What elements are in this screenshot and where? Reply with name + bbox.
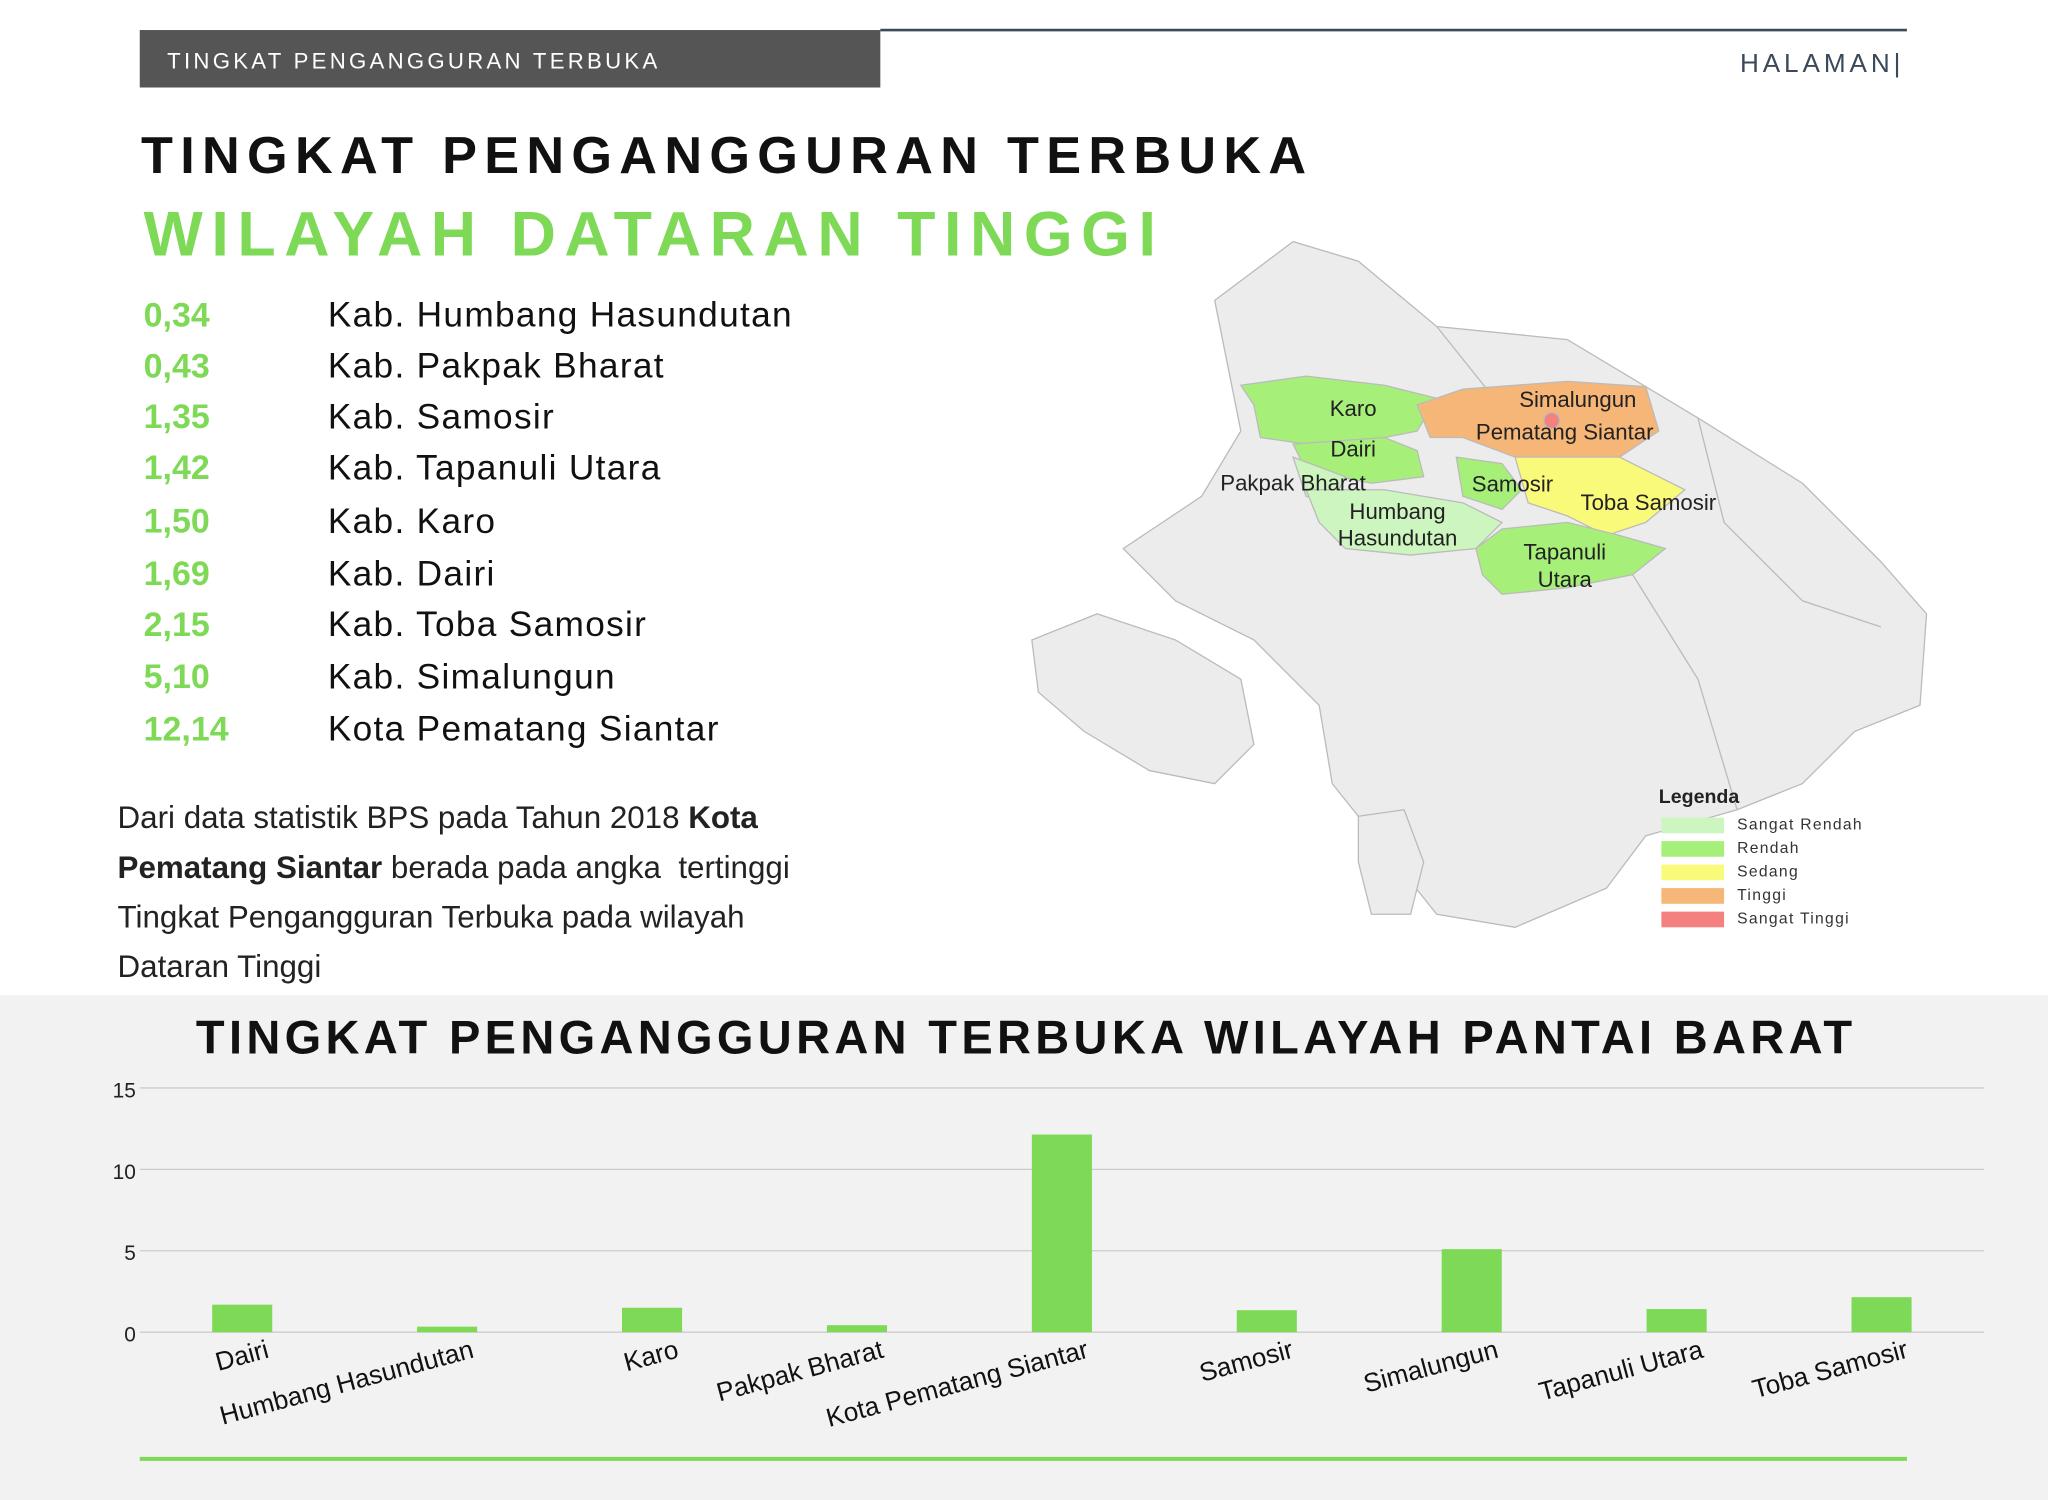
header-section: TINGKAT PENGANGGURAN TERBUKA (167, 49, 660, 74)
legend-swatch (1661, 841, 1725, 857)
list-name: Kab. Dairi (328, 554, 496, 593)
list-name: Kab. Pakpak Bharat (328, 347, 665, 386)
list-value: 1,69 (144, 555, 210, 593)
list-value: 5,10 (144, 658, 210, 696)
list-value: 1,35 (144, 398, 210, 436)
text-bold: Kota (688, 800, 758, 835)
map-label: Utara (1538, 567, 1593, 592)
map-region (1455, 456, 1523, 511)
map-label: Tapanuli (1523, 540, 1606, 565)
text: berada pada angka tertinggi (382, 850, 790, 885)
paragraph-line: Dataran Tinggi (118, 949, 322, 984)
map-label: Humbang (1349, 499, 1445, 524)
paragraph-line: Dari data statistik BPS pada Tahun 2018 … (118, 800, 759, 835)
map-labels: Karo Simalungun Pematang Siantar Dairi P… (1220, 387, 1716, 592)
header-page: HALAMAN| (1740, 48, 1904, 78)
y-tick-label: 0 (124, 1324, 136, 1347)
list-value: 12,14 (144, 710, 229, 748)
map-label: Hasundutan (1338, 525, 1458, 550)
list-value: 0,43 (144, 347, 210, 385)
map-label: Simalungun (1519, 387, 1636, 412)
list-name: Kab. Humbang Hasundutan (328, 296, 793, 335)
paragraph-line: Pematang Siantar berada pada angka terti… (118, 850, 790, 885)
list-value: 0,34 (144, 296, 210, 334)
list-value: 1,42 (144, 449, 210, 487)
legend-title: Legenda (1659, 786, 1741, 808)
list-name: Kab. Toba Samosir (328, 605, 647, 644)
list-name: Kota Pematang Siantar (328, 710, 720, 749)
map-label: Toba Samosir (1580, 490, 1716, 515)
list-name: Kab. Tapanuli Utara (328, 448, 662, 487)
map-label: Pematang Siantar (1476, 419, 1654, 444)
chart-title: TINGKAT PENGANGGURAN TERBUKA WILAYAH PAN… (196, 1010, 1852, 1063)
bar (417, 1326, 478, 1333)
map-label: Dairi (1330, 436, 1376, 461)
paragraph-line: Tingkat Pengangguran Terbuka pada wilaya… (118, 900, 745, 935)
map-region (1239, 375, 1438, 445)
text-bold: Pematang Siantar (118, 850, 383, 885)
title-line1: TINGKAT PENGANGGURAN TERBUKA (141, 127, 1306, 185)
legend-swatch (1661, 817, 1725, 834)
map-border (1632, 574, 1738, 810)
map-region (1543, 412, 1561, 430)
text: Tingkat Pengangguran Terbuka pada wilaya… (118, 900, 745, 935)
y-tick-label: 15 (113, 1079, 136, 1102)
list-value: 2,15 (144, 606, 210, 644)
legend-swatch (1661, 864, 1725, 881)
map-label: Pakpak Bharat (1220, 470, 1366, 495)
text: Dari data statistik BPS pada Tahun 2018 (118, 800, 689, 835)
map-border (1436, 326, 1490, 393)
bar (1441, 1249, 1502, 1333)
bar (622, 1307, 683, 1333)
list-name: Kab. Simalungun (328, 657, 616, 696)
legend-label: Sangat Rendah (1737, 817, 1863, 834)
map-region (1475, 521, 1667, 595)
list-name: Kab. Karo (328, 502, 497, 541)
map-label: Karo (1330, 396, 1377, 421)
bar (826, 1325, 888, 1333)
text: Dataran Tinggi (118, 949, 322, 984)
map-label: Samosir (1472, 472, 1554, 497)
map (1031, 240, 1928, 928)
header-bar (139, 30, 881, 88)
map-border (1697, 417, 1882, 628)
bar (1646, 1309, 1707, 1333)
chart-band (0, 995, 2048, 1500)
y-tick-label: 10 (113, 1161, 136, 1184)
bar (1851, 1297, 1912, 1333)
list-name: Kab. Samosir (328, 398, 555, 437)
map-island (1031, 613, 1255, 785)
bar (212, 1304, 273, 1333)
bar (1236, 1310, 1297, 1333)
y-tick-label: 5 (124, 1242, 136, 1265)
legend-label: Tinggi (1737, 887, 1787, 904)
title-line2: WILAYAH DATARAN TINGGI (144, 200, 1156, 270)
legend-label: Sedang (1737, 864, 1799, 881)
map-region (1514, 456, 1687, 537)
list-value: 1,50 (144, 503, 210, 541)
legend-swatch (1661, 911, 1725, 928)
bar (1031, 1134, 1092, 1333)
legend-swatch (1661, 888, 1725, 904)
legend-label: Sangat Tinggi (1737, 911, 1850, 928)
map-island (1357, 809, 1425, 915)
legend-label: Rendah (1737, 840, 1800, 857)
